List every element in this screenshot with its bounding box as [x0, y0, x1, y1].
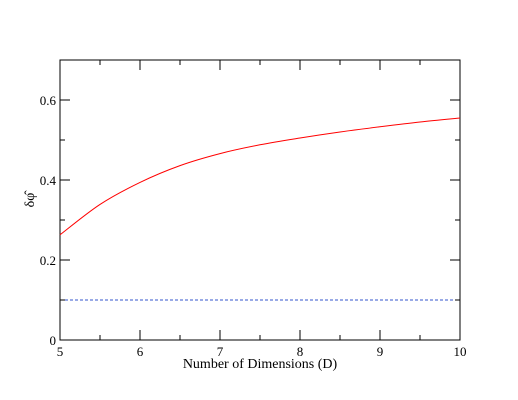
- y-tick-label: 0.4: [40, 173, 57, 188]
- x-tick-label: 8: [297, 344, 304, 359]
- y-axis-label: δφ̂: [23, 190, 38, 208]
- y-tick-label: 0: [50, 333, 57, 348]
- series-layer: [59, 117, 461, 301]
- x-tick-label: 7: [217, 344, 224, 359]
- y-tick-label: 0.2: [40, 253, 56, 268]
- x-tick-label: 5: [57, 344, 64, 359]
- y-tick-label: 0.6: [40, 93, 57, 108]
- x-tick-label: 9: [377, 344, 384, 359]
- x-tick-label: 6: [137, 344, 144, 359]
- x-tick-label: 10: [454, 344, 467, 359]
- plot-frame: [59, 59, 461, 341]
- series-line-1: [59, 117, 461, 236]
- x-axis-label: Number of Dimensions (D): [183, 357, 338, 372]
- ticks-layer: 5 6 7 8 9 10 0 0.2 0.4 0.6: [40, 59, 467, 359]
